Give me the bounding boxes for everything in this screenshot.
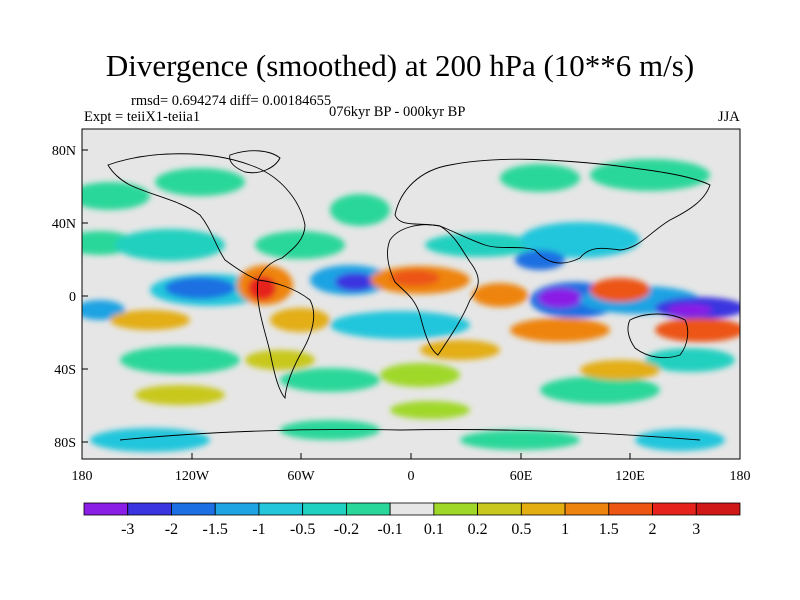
lat-tick-0: 0 <box>69 290 76 305</box>
lat-tick-40s: 40S <box>54 363 76 378</box>
lon-tick-120w: 120W <box>175 469 210 484</box>
colorbar-label: -2 <box>165 521 178 538</box>
colorbar-swatch <box>695 502 741 516</box>
colorbar-swatch <box>127 502 172 516</box>
colorbar-label: 2 <box>649 521 657 538</box>
colorbar-swatch <box>345 502 391 516</box>
colorbar-swatch <box>652 502 697 516</box>
colorbar-swatch <box>477 502 522 516</box>
colorbar-label: -0.1 <box>377 521 402 538</box>
colorbar-swatch <box>302 502 347 516</box>
colorbar-label: -3 <box>121 521 134 538</box>
lon-tick-120e: 120E <box>615 469 645 484</box>
period-label: 076kyr BP - 000kyr BP <box>329 104 466 120</box>
colorbar-label: 1.5 <box>599 521 619 538</box>
colorbar-swatch <box>564 502 610 516</box>
lat-tick-80s: 80S <box>54 436 76 451</box>
divergence-field <box>82 159 740 452</box>
colorbar: -3 -2 -1.5 -1 -0.5 -0.2 -0.1 0.1 0.2 0.5 1 1.5 2 3 <box>83 502 741 538</box>
lat-tick-40n: 40N <box>52 217 76 232</box>
colorbar-swatch <box>258 502 304 516</box>
colorbar-swatch <box>433 502 479 516</box>
colorbar-label: 0.2 <box>468 521 488 538</box>
lat-axis: 80N 40N 0 40S 80S <box>52 144 88 451</box>
colorbar-label: 3 <box>692 521 700 538</box>
colorbar-swatch <box>83 502 129 516</box>
colorbar-label: -1 <box>252 521 265 538</box>
colorbar-label: -0.5 <box>290 521 315 538</box>
colorbar-label: 0.1 <box>424 521 444 538</box>
coastlines <box>107 150 711 441</box>
lon-tick-60w: 60W <box>287 469 315 484</box>
colorbar-swatch <box>171 502 216 516</box>
colorbar-label: -0.2 <box>334 521 359 538</box>
colorbar-label: -1.5 <box>203 521 228 538</box>
map-title: Divergence (smoothed) at 200 hPa (10**6 … <box>105 48 695 83</box>
colorbar-swatch <box>608 502 653 516</box>
colorbar-swatch <box>214 502 260 516</box>
lon-tick-180w: 180 <box>72 469 93 484</box>
colorbar-label: 0.5 <box>511 521 531 538</box>
colorbar-swatch <box>389 502 435 516</box>
experiment-label: Expt = teiiX1-teiia1 <box>84 109 201 125</box>
colorbar-label: 1 <box>561 521 569 538</box>
map-panel <box>81 128 741 460</box>
lon-tick-180e: 180 <box>730 469 751 484</box>
lon-axis: 180 120W 60W 0 60E 120E 180 <box>72 453 751 484</box>
lat-tick-80n: 80N <box>52 144 76 159</box>
lon-tick-0: 0 <box>408 469 415 484</box>
colorbar-swatch <box>520 502 566 516</box>
season-label: JJA <box>718 109 740 125</box>
lon-tick-60e: 60E <box>510 469 533 484</box>
stats-text: rmsd= 0.694274 diff= 0.00184655 <box>131 93 332 109</box>
